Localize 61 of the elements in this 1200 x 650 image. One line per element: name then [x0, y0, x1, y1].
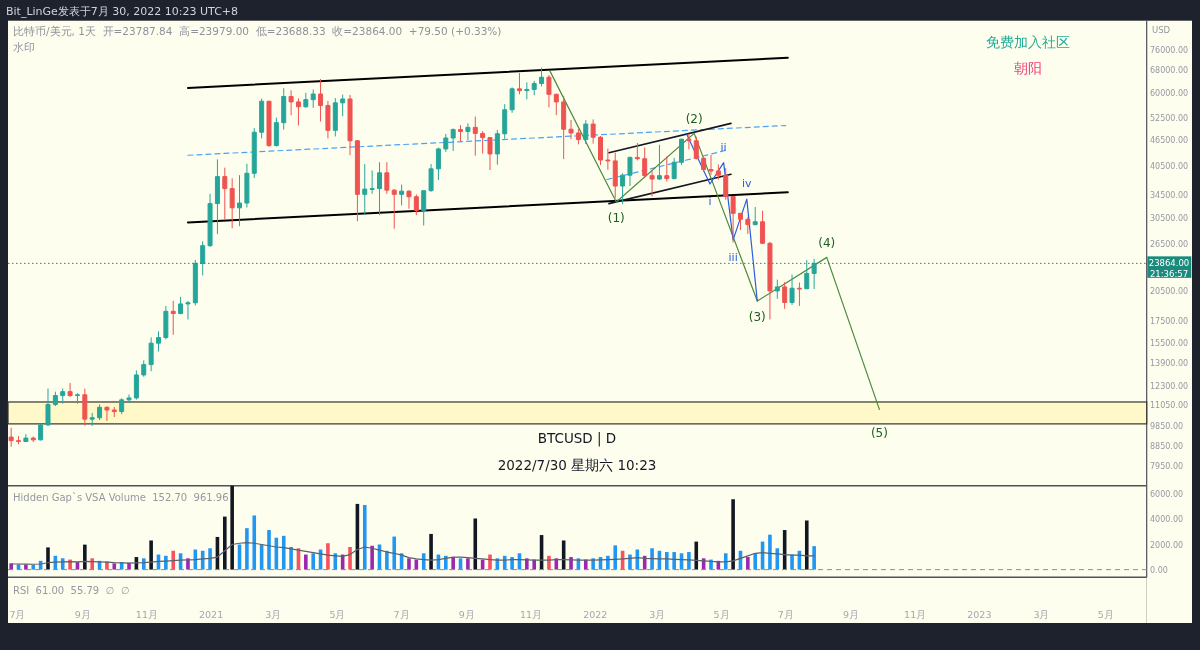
annotation: 朝阳 — [1014, 60, 1042, 76]
text: Hidden Gap`s VSA Volume 152.70 961.96 — [13, 492, 229, 503]
text: 21:36:57 — [1149, 269, 1189, 279]
annotation: (1) — [607, 211, 625, 226]
x-tick-label: 9月 — [842, 608, 859, 620]
y-tick-label: 0.00 — [1150, 565, 1168, 575]
y-tick-label: 76000.00 — [1150, 45, 1189, 55]
annotation: (4) — [818, 235, 836, 250]
chart-subtitle: 比特币/美元, 1天 开=23787.84 高=23979.00 低=23688.33 收=23864.00 +79.50 (+0.33%) — [13, 25, 502, 37]
x-tick-label: 3月 — [1033, 608, 1050, 620]
y-tick-label: 6000.00 — [1150, 490, 1184, 500]
annotation: (5) — [870, 425, 888, 440]
x-tick-label: 9月 — [74, 608, 91, 620]
y-tick-label: 17500.00 — [1150, 316, 1189, 326]
x-tick-label: 5月 — [329, 608, 346, 620]
annotation: (2) — [685, 111, 703, 126]
annotation: ii — [720, 140, 727, 154]
y-tick-label: 8850.00 — [1150, 442, 1184, 452]
x-tick-label: 5月 — [1097, 608, 1114, 620]
x-tick-label: 5月 — [713, 608, 730, 620]
x-tick-label: 9月 — [458, 608, 475, 620]
annotation: BTCUSD | D — [537, 430, 617, 447]
y-tick-label: 9850.00 — [1150, 422, 1184, 432]
annotation: (3) — [748, 310, 766, 325]
y-tick-label: 40500.00 — [1150, 161, 1189, 171]
y-tick-label: 20500.00 — [1150, 287, 1189, 297]
x-tick-label: 11月 — [904, 608, 927, 620]
text: RSI 61.00 55.79 ∅ ∅ — [13, 585, 130, 596]
y-tick-label: 12300.00 — [1150, 381, 1189, 391]
y-tick-label: 52500.00 — [1150, 114, 1189, 123]
y-tick-label: 13900.00 — [1150, 358, 1189, 368]
annotation: i — [708, 194, 712, 208]
annotation: 水印 — [13, 41, 35, 53]
y-tick-label: 11050.00 — [1150, 401, 1189, 411]
y-tick-label: 30500.00 — [1150, 214, 1189, 224]
y-tick-label: 7950.00 — [1150, 461, 1184, 471]
ref-line-label: 23864.00 — [1148, 258, 1190, 269]
x-tick-label: 3月 — [265, 608, 282, 620]
x-tick-label: 2021 — [199, 608, 224, 620]
x-tick-label: 7月 — [9, 608, 26, 620]
annotation: 免费加入社区 — [986, 34, 1070, 50]
y-tick-label: 15500.00 — [1150, 338, 1189, 348]
y-tick-label: 60000.00 — [1150, 89, 1189, 99]
y-tick-label: 34500.00 — [1150, 191, 1189, 201]
y-tick-label: 4000.00 — [1150, 515, 1184, 525]
x-tick-label: 11月 — [135, 608, 158, 620]
x-tick-label: 7月 — [393, 608, 410, 620]
x-tick-label: 7月 — [777, 608, 794, 620]
y-tick-label: 46500.00 — [1150, 136, 1189, 146]
x-tick-label: 3月 — [649, 608, 666, 620]
x-tick-label: 2023 — [967, 608, 992, 620]
chart-title: Bit_LinGe发表于7月 30, 2022 10:23 UTC+8 — [6, 4, 239, 18]
x-tick-label: 11月 — [519, 608, 543, 620]
annotation: 2022/7/30 星期六 10:23 — [497, 457, 657, 473]
x-tick-label: 2022 — [583, 608, 608, 620]
y-axis-title: USD — [1152, 25, 1171, 35]
y-tick-label: 68000.00 — [1150, 66, 1189, 76]
annotation: iv — [742, 177, 753, 191]
annotation: iii — [728, 250, 738, 264]
y-tick-label: 2000.00 — [1150, 540, 1184, 550]
y-tick-label: 26500.00 — [1150, 240, 1189, 250]
